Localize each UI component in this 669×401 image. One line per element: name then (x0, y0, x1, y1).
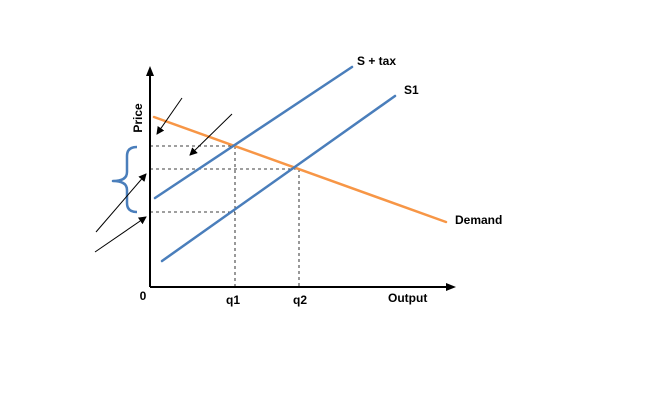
x-axis-label: Output (388, 291, 427, 305)
supply-with-tax-label: S + tax (357, 54, 396, 68)
q1-label: q1 (226, 293, 240, 307)
x-axis-arrowhead (446, 283, 456, 291)
arrow-to-original-price (95, 173, 147, 233)
arrow-to-demand-intercept (156, 97, 183, 135)
tax-wedge-brace (111, 145, 138, 214)
demand-label: Demand (455, 213, 502, 227)
supply-original-curve (160, 94, 397, 263)
arrow-to-producer-price (94, 216, 147, 253)
supply-original-label: S1 (404, 83, 419, 97)
demand-curve (152, 115, 448, 224)
pointer-arrows (94, 97, 233, 253)
y-axis-arrowhead (146, 66, 154, 76)
q2-label: q2 (293, 293, 307, 307)
y-axis-label: Price (131, 103, 145, 133)
guide-lines (150, 145, 300, 287)
origin-label: 0 (140, 289, 147, 303)
supply-with-tax-curve (153, 65, 354, 200)
arrow-to-supply-tax-curve (189, 113, 233, 156)
